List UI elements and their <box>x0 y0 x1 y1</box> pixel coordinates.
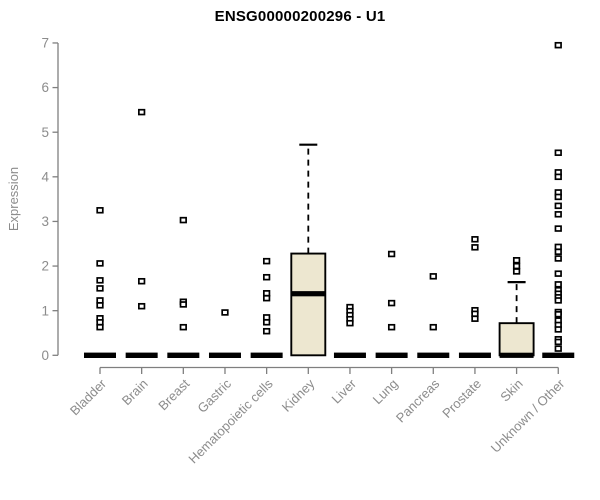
outlier-point <box>179 216 187 224</box>
x-category-label: Kidney <box>279 376 318 415</box>
outlier-point <box>554 326 562 333</box>
outlier-point <box>96 285 104 292</box>
x-category-label: Bladder <box>67 376 110 419</box>
box-Kidney <box>290 252 327 357</box>
median-line-Liver <box>333 352 366 358</box>
x-category-label: Pancreas <box>393 376 443 426</box>
x-category-label: Unknown / Other <box>488 376 568 456</box>
outlier-point <box>471 244 479 251</box>
outlier-point <box>179 301 187 308</box>
outlier-point <box>96 207 104 214</box>
median-line-Prostate <box>458 352 491 358</box>
chart-title: ENSG00000200296 - U1 <box>214 8 386 25</box>
outlier-point <box>387 323 396 331</box>
median-line-Bladder <box>84 352 116 358</box>
outlier-point <box>221 309 229 316</box>
outlier-point <box>96 323 104 331</box>
y-tick-label: 5 <box>41 125 49 140</box>
outlier-point <box>96 302 104 309</box>
median-line-Skin <box>499 352 534 358</box>
outlier-point <box>554 149 562 156</box>
median-line-Gastric <box>208 352 241 358</box>
outlier-point <box>262 273 271 281</box>
outlier-point <box>512 268 521 275</box>
outlier-point <box>554 211 562 218</box>
outlier-point <box>96 260 104 267</box>
y-tick-label: 2 <box>41 259 49 274</box>
outlier-point <box>179 323 187 331</box>
outlier-point <box>554 41 562 49</box>
outlier-point <box>346 319 354 327</box>
outlier-point <box>512 262 521 270</box>
y-tick-label: 4 <box>41 169 49 184</box>
x-category-label: Prostate <box>439 376 484 421</box>
y-tick-label: 6 <box>41 80 49 95</box>
median-line-Hematopoietic cells <box>250 352 283 358</box>
outlier-point <box>387 299 396 307</box>
x-category-label: Liver <box>329 376 360 407</box>
outlier-point <box>554 202 562 210</box>
x-category-label: Skin <box>497 376 525 404</box>
x-category-label: Breast <box>155 376 192 413</box>
median-line-Kidney <box>291 291 326 297</box>
outlier-point <box>554 281 562 288</box>
outlier-point <box>262 327 271 335</box>
box-Skin <box>498 322 535 357</box>
outlier-point <box>554 193 562 201</box>
y-tick-label: 0 <box>41 348 49 363</box>
outlier-point <box>138 302 146 310</box>
median-line-Brain <box>125 352 158 358</box>
y-tick-label: 7 <box>41 36 49 51</box>
outlier-point <box>554 173 562 181</box>
x-category-label: Lung <box>370 376 401 407</box>
outlier-point <box>138 277 146 285</box>
x-category-label: Gastric <box>194 376 234 416</box>
outlier-point <box>262 319 271 326</box>
outlier-point <box>554 338 562 346</box>
outlier-point <box>554 225 562 232</box>
x-category-label: Brain <box>119 376 151 408</box>
outlier-point <box>96 277 104 284</box>
outlier-point <box>554 297 562 304</box>
outlier-point <box>429 323 437 331</box>
outlier-point <box>429 273 437 280</box>
outlier-point <box>554 248 562 256</box>
outlier-point <box>554 270 562 277</box>
median-line-Lung <box>375 352 408 358</box>
median-line-Pancreas <box>417 352 450 358</box>
outlier-point <box>471 315 479 322</box>
median-line-Breast <box>167 352 200 358</box>
median-line-Unknown / Other <box>542 352 575 358</box>
outlier-point <box>262 294 271 302</box>
outlier-point <box>512 257 521 264</box>
outlier-point <box>554 255 562 262</box>
outlier-point <box>138 108 146 116</box>
outlier-point <box>262 257 271 265</box>
outlier-point <box>554 310 562 318</box>
outlier-point <box>554 345 562 352</box>
outlier-point <box>471 236 479 243</box>
y-tick-label: 1 <box>41 303 49 318</box>
outlier-point <box>387 250 396 258</box>
y-tick-label: 3 <box>41 214 49 229</box>
